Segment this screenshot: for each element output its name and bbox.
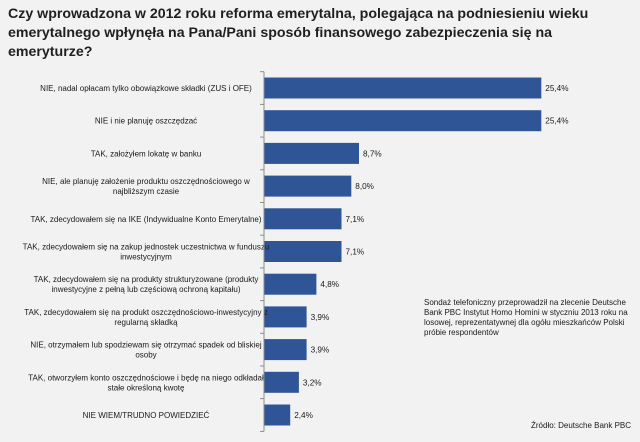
bar-4: [264, 175, 352, 197]
category-label-4: NIE, ale planuję założenie produktu oszc…: [42, 177, 250, 196]
bar-3: [264, 142, 359, 164]
data-label-8: 3,9%: [311, 313, 330, 322]
bar-2: [264, 110, 542, 132]
bar-7: [264, 273, 317, 295]
data-label-3: 8,7%: [363, 149, 382, 158]
category-label-6: TAK, zdecydowałem się na zakup jednostek…: [23, 243, 270, 262]
category-label-7: TAK, zdecydowałem się na produkty strukt…: [34, 275, 259, 294]
bar-5: [264, 208, 342, 230]
bar-10: [264, 371, 299, 393]
source-label: Źródło: Deutsche Bank PBC: [531, 421, 632, 430]
category-label-5: TAK, zdecydowałem się na IKE (Indywidual…: [30, 215, 261, 224]
data-label-6: 7,1%: [346, 248, 365, 257]
category-label-8: TAK, zdecydowałem się na produkt oszczęd…: [24, 308, 268, 327]
data-label-2: 25,4%: [545, 117, 568, 126]
category-label-9: NIE, otrzymałem lub spodziewam się otrzy…: [30, 341, 261, 360]
data-label-7: 4,8%: [320, 280, 339, 289]
data-label-5: 7,1%: [346, 215, 365, 224]
bar-6: [264, 241, 342, 262]
chart-title: Czy wprowadzona w 2012 roku reforma emer…: [8, 6, 589, 60]
bar-1: [264, 77, 542, 99]
bar-11: [264, 404, 291, 426]
survey-note: Sondaż telefoniczny przeprowadził na zle…: [424, 298, 628, 337]
bar-8: [264, 306, 307, 328]
data-label-4: 8,0%: [355, 182, 374, 191]
data-label-1: 25,4%: [545, 84, 568, 93]
category-label-10: TAK, otworzyłem konto oszczędnościowe i …: [28, 373, 264, 392]
bar-9: [264, 339, 307, 361]
category-label-11: NIE WIEM/TRUDNO POWIEDZIEĆ: [83, 411, 210, 420]
category-label-2: NIE i nie planuję oszczędzać: [95, 117, 197, 126]
data-label-11: 2,4%: [294, 411, 313, 420]
category-label-3: TAK, założyłem lokatę w banku: [91, 149, 202, 158]
data-label-10: 3,2%: [303, 378, 322, 387]
data-label-9: 3,9%: [311, 346, 330, 355]
category-label-1: NIE, nadal opłacam tylko obowiązkowe skł…: [40, 84, 252, 93]
